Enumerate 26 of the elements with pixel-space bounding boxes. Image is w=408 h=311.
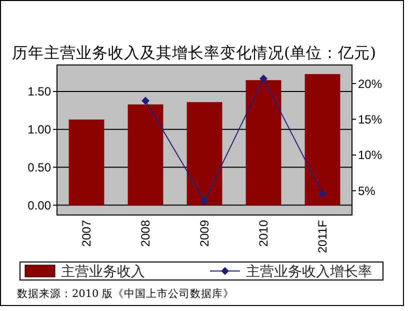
x-tick-label: 2011F <box>316 220 330 254</box>
point <box>200 196 208 205</box>
y-tick-label: 0.50 <box>28 160 52 174</box>
x-tick-label: 2008 <box>138 220 152 247</box>
source-note: 数据来源：2010 版《中国上市公司数据库》 <box>17 287 234 300</box>
y2-tick-label: 20% <box>358 76 382 91</box>
x-tick-label: 2007 <box>80 220 94 247</box>
legend-label: 主营业务收入 <box>61 264 145 280</box>
bar <box>246 80 282 206</box>
y-tick-label: 1.00 <box>28 122 52 137</box>
point <box>318 190 326 198</box>
x-tick-label: 2009 <box>198 220 212 247</box>
chart-title: 历年主营业务收入及其增长率变化情况(单位：亿元) <box>12 44 376 62</box>
point <box>142 96 150 105</box>
y-tick-label: 0.00 <box>28 198 52 212</box>
legend-label: 主营业务收入增长率 <box>246 264 372 280</box>
bar <box>128 104 164 206</box>
bar <box>186 102 222 206</box>
y2-tick-label: 5% <box>358 184 376 198</box>
x-tick-label: 2010 <box>256 220 270 247</box>
y-tick-label: 1.50 <box>28 84 52 99</box>
bar <box>304 74 340 206</box>
bar <box>68 120 104 206</box>
y2-tick-label: 10% <box>358 148 382 162</box>
point <box>260 74 268 83</box>
y2-tick-label: 15% <box>358 112 382 126</box>
